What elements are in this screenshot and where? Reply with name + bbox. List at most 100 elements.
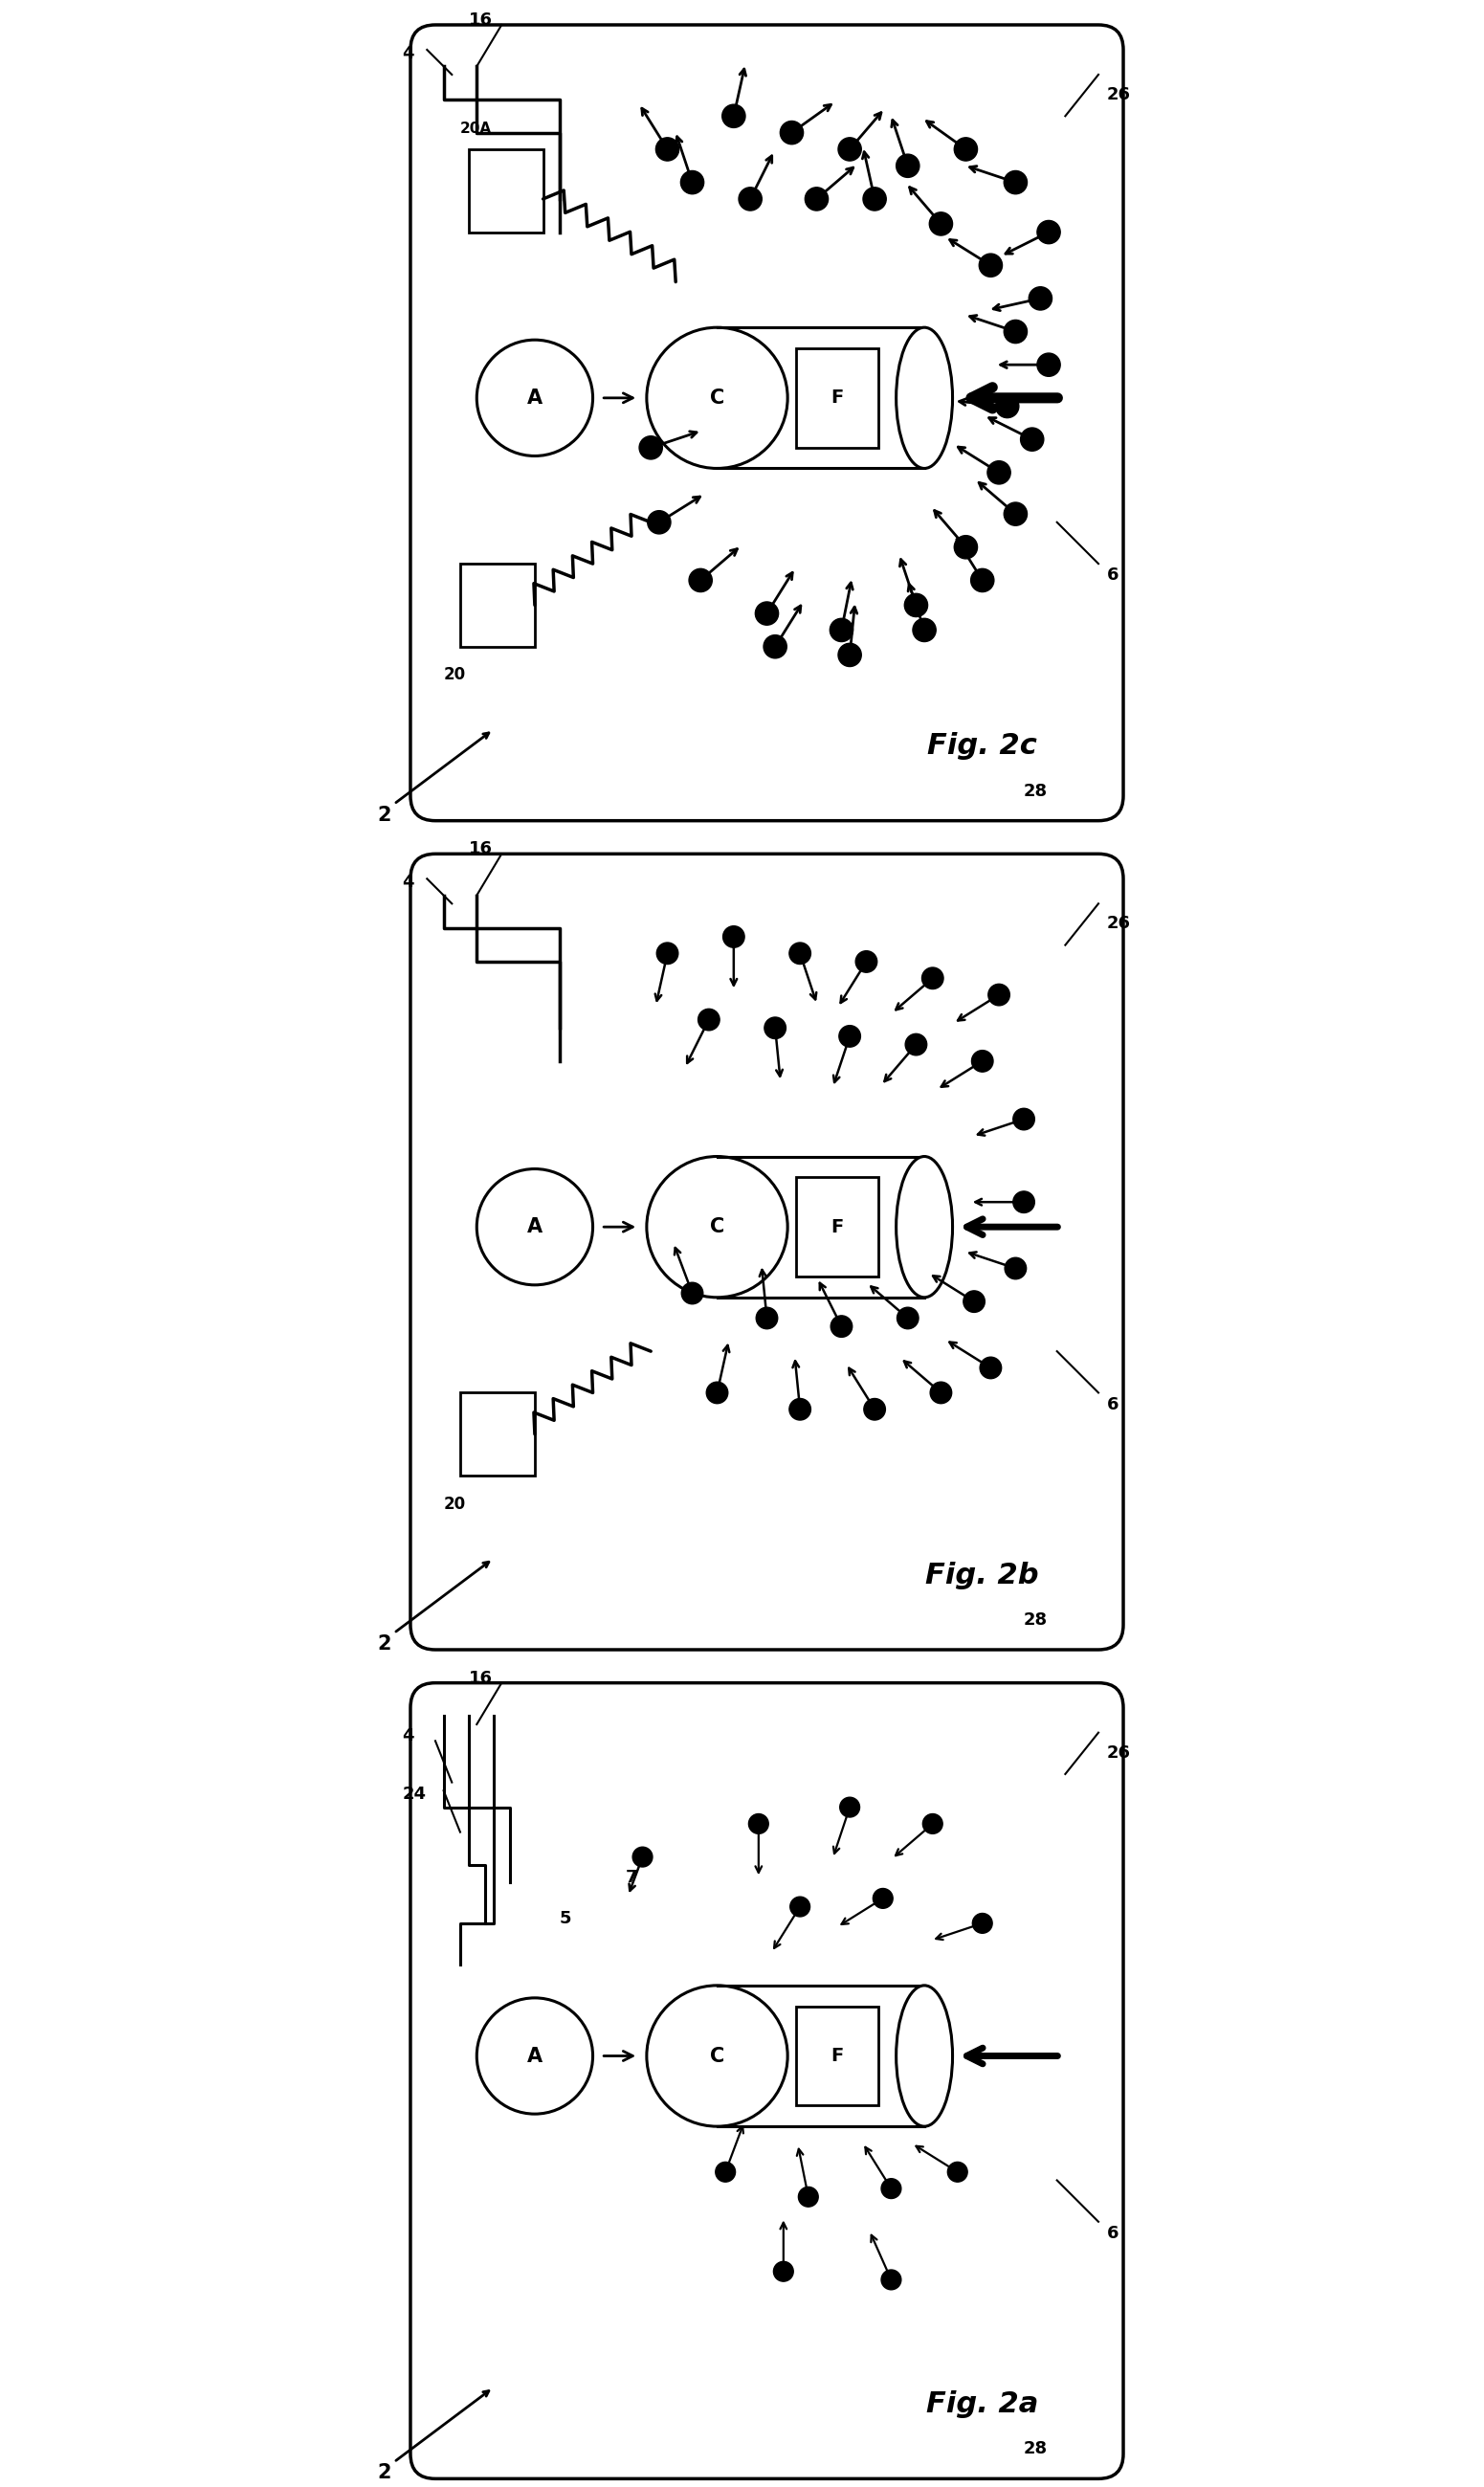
Circle shape (838, 644, 861, 667)
Circle shape (856, 950, 877, 972)
Circle shape (681, 1283, 703, 1303)
Bar (460, 565, 534, 647)
Circle shape (948, 2161, 968, 2181)
Circle shape (723, 925, 745, 948)
Text: C: C (709, 1216, 724, 1236)
Text: A: A (527, 1216, 543, 1236)
Circle shape (706, 1383, 729, 1403)
Circle shape (864, 1398, 886, 1420)
Bar (795, 1176, 879, 1276)
Text: 28: 28 (1024, 1612, 1048, 1629)
Circle shape (789, 1898, 810, 1917)
Circle shape (896, 154, 920, 177)
FancyBboxPatch shape (411, 1684, 1123, 2480)
Text: 2: 2 (377, 806, 392, 826)
Circle shape (476, 341, 592, 455)
Text: 5: 5 (559, 1910, 571, 1927)
Bar (717, 1985, 925, 2126)
Circle shape (830, 619, 853, 642)
Circle shape (723, 104, 745, 127)
Circle shape (656, 943, 678, 965)
Ellipse shape (896, 1985, 953, 2126)
Circle shape (922, 967, 944, 990)
Circle shape (632, 1848, 653, 1868)
Text: 7: 7 (626, 1868, 638, 1885)
Circle shape (881, 2179, 901, 2199)
Text: 26: 26 (1107, 915, 1131, 933)
Circle shape (476, 1997, 592, 2114)
Circle shape (972, 1913, 993, 1932)
Circle shape (681, 172, 703, 194)
Circle shape (689, 570, 712, 592)
Circle shape (923, 1813, 942, 1833)
Circle shape (789, 1398, 810, 1420)
Circle shape (773, 2261, 794, 2281)
Text: A: A (527, 388, 543, 408)
Circle shape (838, 1025, 861, 1047)
Circle shape (764, 634, 787, 659)
Circle shape (904, 594, 928, 617)
Text: 4: 4 (402, 1728, 414, 1746)
Ellipse shape (896, 1156, 953, 1298)
Bar (717, 328, 925, 468)
Text: Fig. 2b: Fig. 2b (926, 1562, 1039, 1589)
Circle shape (963, 1291, 985, 1313)
Text: 6: 6 (1107, 1395, 1119, 1413)
Circle shape (656, 137, 680, 162)
Text: 20: 20 (444, 1495, 466, 1512)
Bar (460, 1393, 534, 1475)
Circle shape (781, 122, 803, 144)
Circle shape (798, 2186, 818, 2206)
Circle shape (804, 187, 828, 211)
Circle shape (1014, 1191, 1034, 1214)
FancyBboxPatch shape (411, 25, 1123, 821)
Text: 16: 16 (469, 841, 493, 858)
Circle shape (1021, 428, 1043, 450)
Circle shape (748, 1813, 769, 1833)
Circle shape (755, 1308, 778, 1328)
Circle shape (971, 570, 994, 592)
Circle shape (954, 137, 978, 162)
Circle shape (789, 943, 810, 965)
Circle shape (930, 1383, 951, 1403)
Circle shape (954, 535, 978, 560)
Circle shape (647, 1985, 788, 2126)
Circle shape (764, 1017, 787, 1040)
Text: Fig. 2c: Fig. 2c (928, 731, 1037, 761)
Circle shape (873, 1888, 893, 1908)
Circle shape (929, 211, 953, 236)
Circle shape (1005, 321, 1027, 343)
Text: 2: 2 (377, 2465, 392, 2482)
Circle shape (905, 1035, 928, 1054)
Circle shape (647, 510, 671, 535)
Circle shape (881, 2271, 901, 2291)
Circle shape (755, 602, 779, 624)
Circle shape (896, 1308, 919, 1328)
Circle shape (864, 187, 886, 211)
Text: 6: 6 (1107, 2226, 1119, 2243)
Text: A: A (527, 2047, 543, 2067)
Text: C: C (709, 388, 724, 408)
Circle shape (1005, 502, 1027, 525)
Circle shape (1037, 221, 1060, 244)
Circle shape (987, 460, 1011, 485)
Circle shape (1005, 1258, 1027, 1278)
Text: 20A: 20A (460, 122, 491, 134)
Text: 2: 2 (377, 1634, 392, 1654)
Circle shape (913, 619, 936, 642)
Bar (469, 149, 543, 231)
Text: 4: 4 (402, 873, 414, 890)
Circle shape (697, 1010, 720, 1030)
Circle shape (715, 2161, 736, 2181)
Circle shape (647, 328, 788, 468)
Text: 16: 16 (469, 12, 493, 30)
Circle shape (979, 1358, 1002, 1378)
Text: C: C (709, 2047, 724, 2067)
Text: 16: 16 (469, 1669, 493, 1686)
Circle shape (640, 435, 662, 460)
Circle shape (647, 1156, 788, 1298)
Circle shape (840, 1798, 859, 1818)
Text: 26: 26 (1107, 87, 1131, 104)
Text: Fig. 2a: Fig. 2a (926, 2390, 1039, 2417)
Text: 20: 20 (444, 667, 466, 684)
